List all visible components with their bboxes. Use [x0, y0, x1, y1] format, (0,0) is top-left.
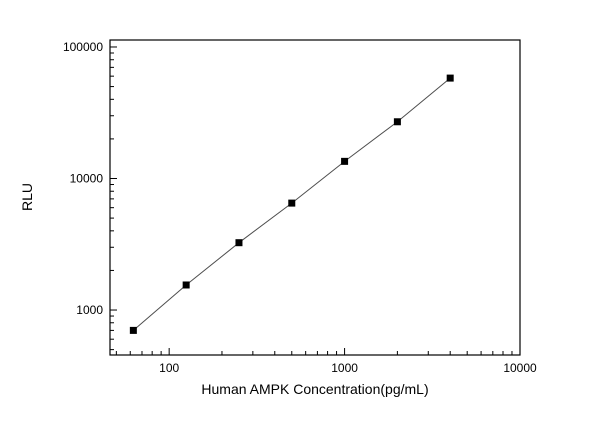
- x-tick-label: 1000: [331, 361, 358, 375]
- data-point-marker: [235, 239, 243, 247]
- data-point-marker: [182, 281, 190, 289]
- y-axis-label: RLU: [19, 183, 35, 211]
- data-point-marker: [341, 157, 349, 165]
- data-point-marker: [393, 118, 401, 126]
- data-point-marker: [446, 74, 454, 82]
- data-point-marker: [129, 326, 137, 334]
- y-tick-label: 100000: [63, 40, 103, 54]
- plot-frame: [109, 39, 521, 356]
- y-tick-label: 10000: [70, 172, 104, 186]
- y-tick-label: 1000: [76, 303, 103, 317]
- x-axis-label: Human AMPK Concentration(pg/mL): [201, 381, 428, 397]
- data-point-marker: [288, 199, 296, 207]
- x-tick-label: 100: [159, 361, 179, 375]
- plot-area: 100 1000 10000 1000 10000 100000: [63, 39, 537, 375]
- x-tick-label: 10000: [503, 361, 537, 375]
